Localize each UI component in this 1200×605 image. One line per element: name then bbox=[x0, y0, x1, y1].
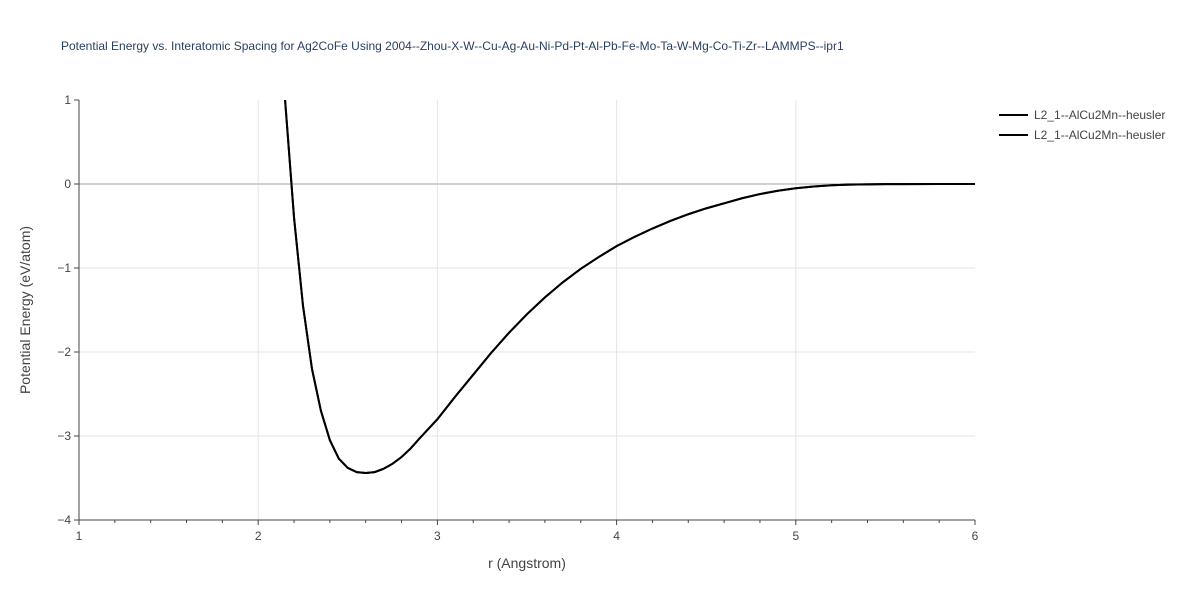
series-layer bbox=[284, 100, 975, 474]
y-tick-label: −3 bbox=[57, 429, 71, 443]
y-tick-label: −1 bbox=[57, 261, 71, 275]
x-tick-label: 4 bbox=[613, 529, 620, 543]
legend-label: L2_1--AlCu2Mn--heusler bbox=[1034, 108, 1165, 122]
x-tick-label: 1 bbox=[76, 529, 83, 543]
x-axis-title: r (Angstrom) bbox=[488, 555, 566, 571]
legend-label: L2_1--AlCu2Mn--heusler bbox=[1034, 128, 1165, 142]
y-tick-label: 1 bbox=[64, 93, 71, 107]
y-tick-label: −2 bbox=[57, 345, 71, 359]
x-tick-label: 5 bbox=[792, 529, 799, 543]
series-line-2 bbox=[284, 100, 975, 474]
legend-item-2: L2_1--AlCu2Mn--heusler bbox=[999, 128, 1165, 142]
legend: L2_1--AlCu2Mn--heusler L2_1--AlCu2Mn--heu… bbox=[999, 108, 1165, 142]
chart-title: Potential Energy vs. Interatomic Spacing… bbox=[61, 39, 844, 53]
y-axis-title: Potential Energy (eV/atom) bbox=[17, 226, 33, 394]
x-tick-label: 2 bbox=[255, 529, 262, 543]
legend-item-1: L2_1--AlCu2Mn--heusler bbox=[999, 108, 1165, 122]
axis-layer: 1 2 3 4 5 6 1 0 −1 −2 −3 −4 bbox=[57, 93, 978, 543]
grid-layer bbox=[79, 100, 975, 520]
y-tick-label: 0 bbox=[64, 177, 71, 191]
y-tick-label: −4 bbox=[57, 513, 71, 527]
x-tick-label: 6 bbox=[972, 529, 979, 543]
x-tick-label: 3 bbox=[434, 529, 441, 543]
